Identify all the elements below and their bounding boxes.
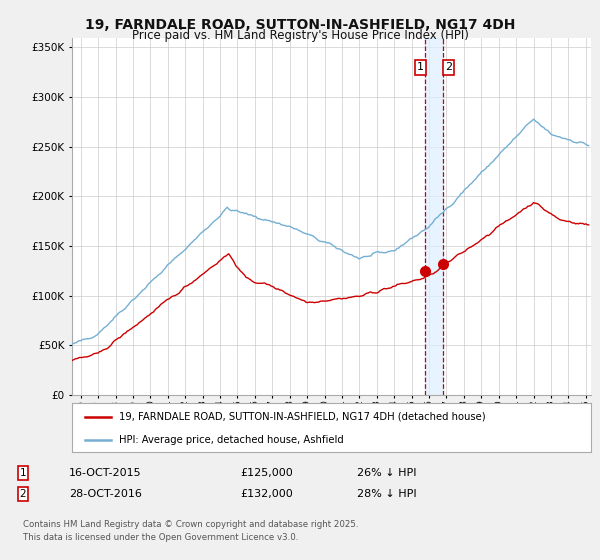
Text: 16-OCT-2015: 16-OCT-2015 — [69, 468, 142, 478]
Text: 28% ↓ HPI: 28% ↓ HPI — [357, 489, 416, 499]
Text: 26% ↓ HPI: 26% ↓ HPI — [357, 468, 416, 478]
Text: Price paid vs. HM Land Registry's House Price Index (HPI): Price paid vs. HM Land Registry's House … — [131, 29, 469, 42]
Text: HPI: Average price, detached house, Ashfield: HPI: Average price, detached house, Ashf… — [119, 435, 343, 445]
Text: 2: 2 — [19, 489, 26, 499]
Text: £132,000: £132,000 — [240, 489, 293, 499]
Text: £125,000: £125,000 — [240, 468, 293, 478]
Bar — [425, 38, 443, 395]
Text: 19, FARNDALE ROAD, SUTTON-IN-ASHFIELD, NG17 4DH: 19, FARNDALE ROAD, SUTTON-IN-ASHFIELD, N… — [85, 18, 515, 32]
Text: 1: 1 — [417, 62, 424, 72]
Text: 28-OCT-2016: 28-OCT-2016 — [69, 489, 142, 499]
Text: 19, FARNDALE ROAD, SUTTON-IN-ASHFIELD, NG17 4DH (detached house): 19, FARNDALE ROAD, SUTTON-IN-ASHFIELD, N… — [119, 412, 485, 422]
Text: 2: 2 — [445, 62, 452, 72]
Text: 1: 1 — [19, 468, 26, 478]
Text: Contains HM Land Registry data © Crown copyright and database right 2025.
This d: Contains HM Land Registry data © Crown c… — [23, 520, 358, 542]
